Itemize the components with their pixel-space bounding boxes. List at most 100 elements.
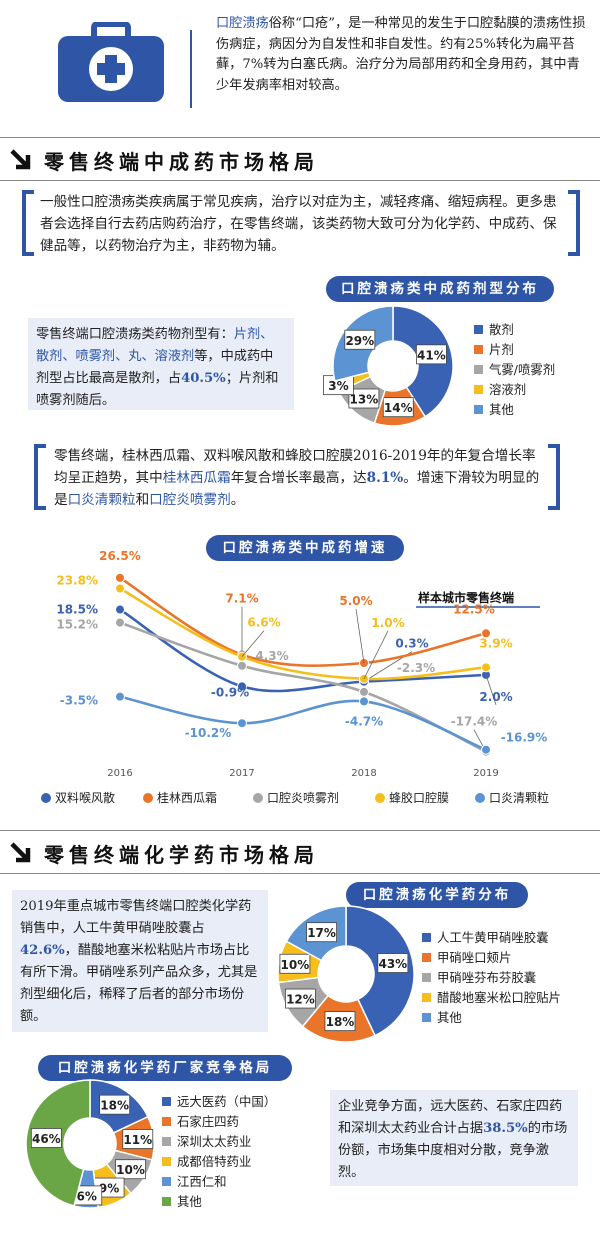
legend-chem-dist: 人工牛黄甲硝唑胶囊甲硝唑口颊片甲硝唑芬布芬胶囊醋酸地塞米松口腔贴片 其他 bbox=[422, 928, 561, 1028]
section-divider bbox=[0, 830, 600, 831]
data-label: -3.5% bbox=[60, 694, 98, 708]
legend-swatch bbox=[162, 1197, 171, 1206]
data-label: -4.7% bbox=[345, 714, 383, 728]
legend-tcm-dosage: 散剂 片剂 气雾/喷雾剂 溶液剂 其他 bbox=[474, 320, 555, 420]
data-point bbox=[359, 686, 369, 697]
legend-swatch bbox=[422, 933, 431, 942]
data-point bbox=[115, 691, 125, 702]
medical-kit-icon bbox=[56, 21, 166, 104]
legend-swatch bbox=[422, 993, 431, 1002]
data-label: 12.5% bbox=[453, 602, 495, 616]
intro-paragraph: 口腔溃疡俗称“口疮”，是一种常见的发生于口腔黏膜的溃疡性损伤病症，病因分为自发性… bbox=[216, 14, 586, 96]
legend-label: 醋酸地塞米松口腔贴片 bbox=[437, 990, 561, 1005]
chart-annotation: 样本城市零售终端 bbox=[418, 590, 514, 605]
label-leader bbox=[485, 674, 497, 706]
legend-item: 江西仁和 bbox=[162, 1172, 276, 1192]
legend-label: 远大医药（中国） bbox=[177, 1094, 277, 1109]
pie-label-box bbox=[306, 922, 337, 943]
data-point bbox=[115, 572, 125, 583]
data-label: -16.9% bbox=[501, 731, 548, 745]
data-point bbox=[237, 660, 247, 671]
pie-label-box bbox=[416, 344, 447, 365]
data-point bbox=[481, 628, 491, 639]
tcm-intro-text: 一般性口腔溃疡类疾病属于常见疾病，治疗以对症为主，减轻疼痛、缩短病程。更多患者会… bbox=[40, 194, 557, 254]
legend-item: 甲硝唑口颊片 bbox=[422, 948, 561, 968]
legend-item: 甲硝唑芬布芬胶囊 bbox=[422, 968, 561, 988]
section-arrow-icon bbox=[8, 147, 34, 177]
legend-label: 深圳太太药业 bbox=[177, 1134, 252, 1149]
legend-label: 其他 bbox=[437, 1010, 462, 1025]
pie-label: 6% bbox=[77, 1189, 97, 1203]
line-chart-tcm-growth: 样本城市零售终端 2016 2017 2018 2019 18.5% -0.9% 0.3% 2.… bbox=[41, 550, 549, 805]
label-leader bbox=[355, 608, 365, 664]
legend-label: 散剂 bbox=[489, 322, 514, 337]
intro-body: 俗称“口疮”，是一种常见的发生于口腔黏膜的溃疡性损伤病症，病因分为自发性和非自发… bbox=[216, 16, 586, 93]
x-tick-label: 2018 bbox=[351, 768, 376, 779]
x-tick-label: 2016 bbox=[107, 768, 132, 779]
tcm-intro-box bbox=[22, 190, 580, 256]
legend-item: 石家庄四药 bbox=[162, 1112, 276, 1132]
pie-label: 11% bbox=[123, 1133, 152, 1147]
chart-title-tcm-dosage: 口腔溃疡类中成药剂型分布 bbox=[326, 276, 554, 302]
pie-label-box bbox=[324, 1011, 356, 1032]
legend-swatch bbox=[474, 405, 483, 414]
legend-item: 人工牛黄甲硝唑胶囊 bbox=[422, 928, 561, 948]
pie-label: 46% bbox=[32, 1132, 61, 1146]
legend-label: 成都倍特药业 bbox=[177, 1154, 252, 1169]
legend-marker bbox=[253, 793, 263, 803]
pie-label: 10% bbox=[116, 1163, 145, 1177]
legend-swatch bbox=[162, 1137, 171, 1146]
legend-label: 其他 bbox=[177, 1194, 202, 1209]
pie-label: 43% bbox=[378, 957, 407, 971]
chart-title-chem-comp: 口腔溃疡化学药厂家竞争格局 bbox=[38, 1055, 292, 1081]
series-line bbox=[119, 695, 487, 751]
pie-label-box bbox=[99, 1094, 131, 1115]
label-leader bbox=[241, 630, 265, 657]
pie-label-box bbox=[30, 1128, 62, 1148]
legend-item: 深圳太太药业 bbox=[162, 1132, 276, 1152]
legend-label: 甲硝唑口颊片 bbox=[437, 950, 512, 965]
label-leader bbox=[363, 630, 389, 680]
tcm-growth-box bbox=[34, 444, 560, 510]
pie-label: 29% bbox=[345, 334, 374, 348]
legend-label: 桂林西瓜霜 bbox=[157, 790, 217, 805]
legend-swatch bbox=[474, 325, 483, 334]
data-label: 23.8% bbox=[56, 574, 98, 588]
data-label: -2.3% bbox=[397, 661, 435, 675]
pie-label: 18% bbox=[100, 1099, 129, 1113]
section-title-tcm: 零售终端中成药市场格局 bbox=[44, 150, 319, 174]
legend-item: 气雾/喷雾剂 bbox=[474, 360, 555, 380]
pie-label: 41% bbox=[417, 348, 446, 362]
pie-label: 3% bbox=[328, 379, 348, 393]
data-label: 6.6% bbox=[247, 616, 280, 630]
chart-title-chem-dist: 口腔溃疡化学药分布 bbox=[346, 882, 528, 908]
data-label: 0.3% bbox=[395, 637, 428, 651]
pie-label-box bbox=[285, 988, 316, 1009]
legend-label: 其他 bbox=[489, 402, 514, 417]
section-arrow-icon bbox=[8, 840, 34, 870]
legend-swatch bbox=[162, 1117, 171, 1126]
chem-dist-text: 2019年重点城市零售终端口腔类化学药销售中，人工牛黄甲硝唑胶囊占42.6%，醋… bbox=[12, 890, 268, 1032]
legend-label: 甲硝唑芬布芬胶囊 bbox=[437, 970, 537, 985]
series-line bbox=[119, 621, 487, 753]
data-point bbox=[481, 744, 491, 755]
data-label: 26.5% bbox=[99, 550, 141, 563]
legend-marker bbox=[475, 793, 485, 803]
legend-marker bbox=[41, 793, 51, 803]
legend-swatch bbox=[422, 973, 431, 982]
legend-item: 片剂 bbox=[474, 340, 555, 360]
legend-swatch bbox=[162, 1097, 171, 1106]
legend-item: 其他 bbox=[422, 1008, 561, 1028]
data-label: 2.0% bbox=[479, 690, 512, 704]
data-point bbox=[115, 617, 125, 628]
legend-item: 醋酸地塞米松口腔贴片 bbox=[422, 988, 561, 1008]
intro-divider bbox=[190, 30, 192, 108]
data-label: 15.2% bbox=[56, 618, 98, 632]
bracket-corners bbox=[22, 190, 580, 256]
data-point bbox=[115, 583, 125, 594]
legend-marker bbox=[143, 793, 153, 803]
data-point bbox=[481, 662, 491, 673]
data-label: 4.3% bbox=[255, 649, 288, 663]
pie-chart-tcm-dosage: 41% 14% 13%3% 29% bbox=[323, 305, 454, 427]
data-label: -10.2% bbox=[185, 726, 232, 740]
